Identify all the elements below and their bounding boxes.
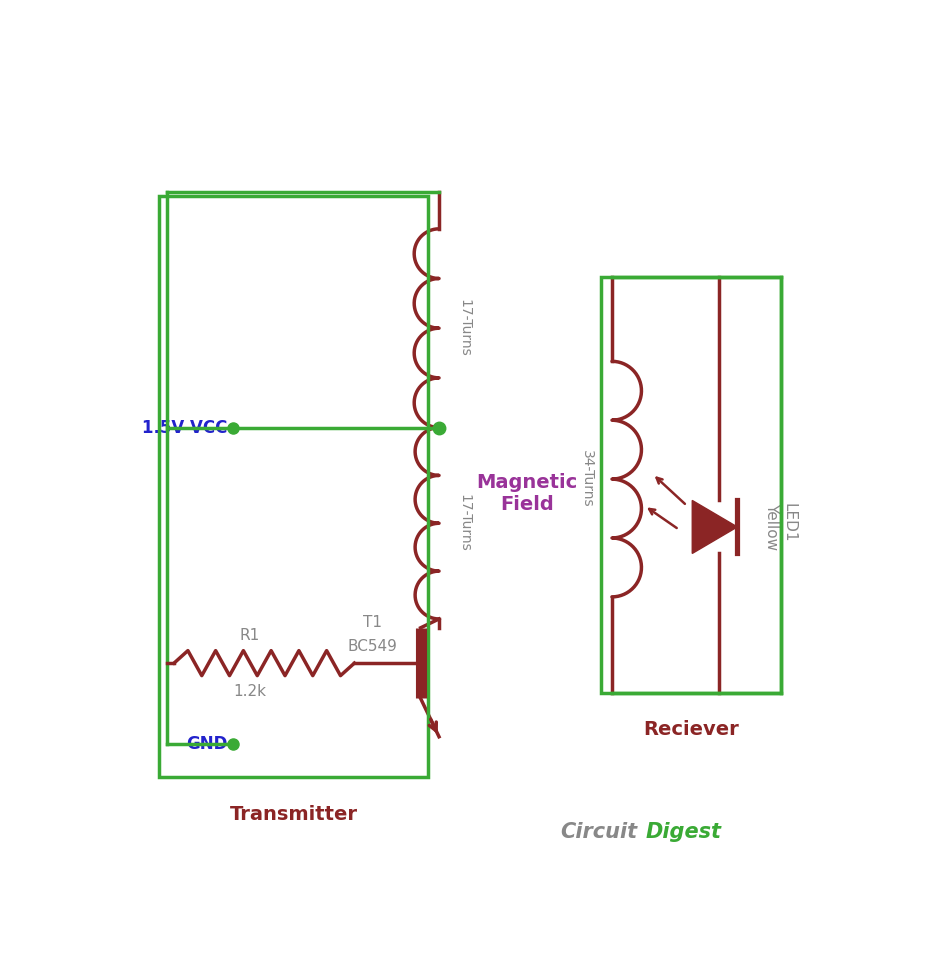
Text: Digest: Digest <box>645 822 721 842</box>
Text: LED1
Yellow: LED1 Yellow <box>764 504 796 551</box>
Text: 34-Turns: 34-Turns <box>580 450 594 508</box>
Text: 1.5V VCC: 1.5V VCC <box>142 419 227 437</box>
Text: 1.2k: 1.2k <box>233 684 266 699</box>
Text: Reciever: Reciever <box>643 720 739 739</box>
Text: 17-Turns: 17-Turns <box>458 299 471 358</box>
Text: GND: GND <box>185 735 227 753</box>
Text: R1: R1 <box>239 627 259 642</box>
Text: T1: T1 <box>363 615 382 630</box>
Text: Transmitter: Transmitter <box>230 805 357 823</box>
Text: BC549: BC549 <box>348 640 398 655</box>
Text: 17-Turns: 17-Turns <box>458 494 471 553</box>
Text: Magnetic
Field: Magnetic Field <box>477 473 578 514</box>
Polygon shape <box>693 500 737 554</box>
Bar <box>160 196 428 777</box>
Bar <box>601 276 781 692</box>
Text: Circuit: Circuit <box>560 822 637 842</box>
